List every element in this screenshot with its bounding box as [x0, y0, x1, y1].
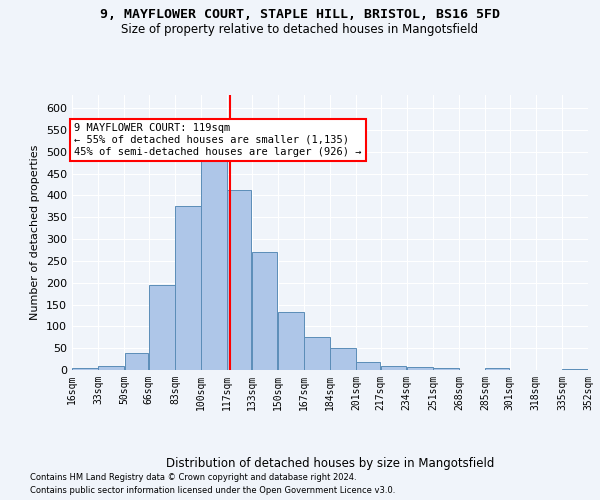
Bar [356, 362, 380, 370]
Bar [73, 368, 98, 370]
Text: Contains public sector information licensed under the Open Government Licence v3: Contains public sector information licen… [30, 486, 395, 495]
Bar [562, 369, 587, 370]
Bar [175, 206, 200, 370]
Bar [202, 156, 227, 370]
Bar [98, 366, 124, 370]
Bar [304, 338, 329, 370]
Bar [252, 252, 277, 370]
Bar [433, 368, 458, 370]
Bar [485, 368, 509, 370]
Text: 9, MAYFLOWER COURT, STAPLE HILL, BRISTOL, BS16 5FD: 9, MAYFLOWER COURT, STAPLE HILL, BRISTOL… [100, 8, 500, 20]
Text: Contains HM Land Registry data © Crown copyright and database right 2024.: Contains HM Land Registry data © Crown c… [30, 472, 356, 482]
Bar [278, 312, 304, 370]
Bar [331, 348, 356, 370]
Bar [149, 285, 175, 370]
Bar [227, 190, 251, 370]
Y-axis label: Number of detached properties: Number of detached properties [31, 145, 40, 320]
Bar [125, 352, 148, 370]
Text: Distribution of detached houses by size in Mangotsfield: Distribution of detached houses by size … [166, 458, 494, 470]
Bar [407, 366, 433, 370]
Text: Size of property relative to detached houses in Mangotsfield: Size of property relative to detached ho… [121, 22, 479, 36]
Bar [381, 366, 406, 370]
Text: 9 MAYFLOWER COURT: 119sqm
← 55% of detached houses are smaller (1,135)
45% of se: 9 MAYFLOWER COURT: 119sqm ← 55% of detac… [74, 124, 362, 156]
